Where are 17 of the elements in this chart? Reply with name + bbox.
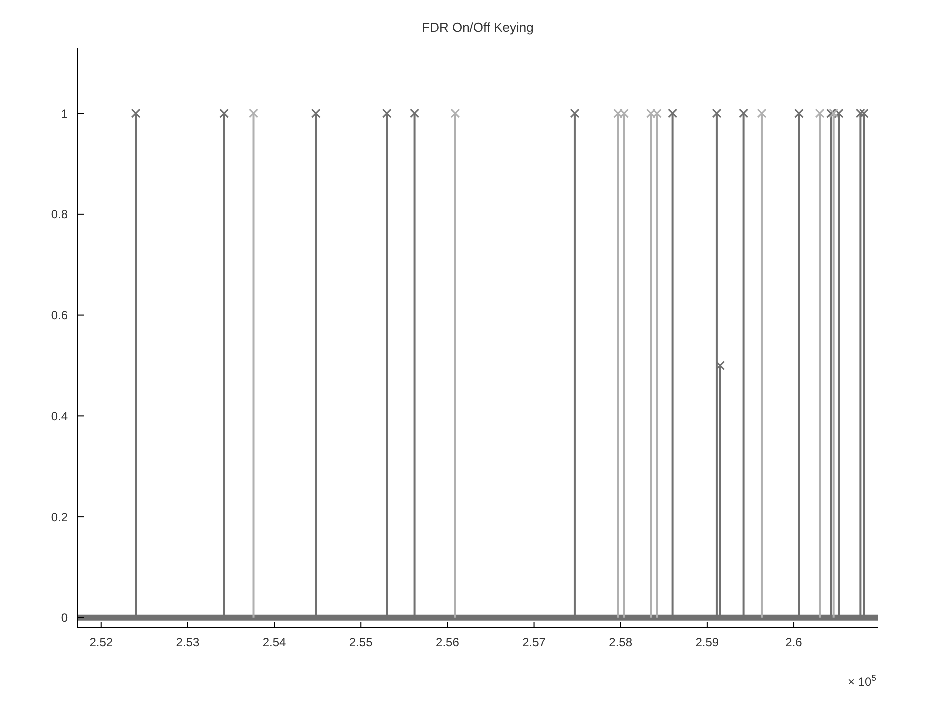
x-tick-label: 2.57 <box>522 636 546 650</box>
x-tick-label: 2.59 <box>696 636 720 650</box>
x-tick-label: 2.54 <box>262 636 287 650</box>
x-tick-label: 2.58 <box>609 636 633 650</box>
y-tick-label: 0.2 <box>51 510 68 524</box>
y-tick-label: 1 <box>61 106 68 121</box>
y-tick-label: 0.4 <box>51 409 68 424</box>
x-tick-label: 2.6 <box>786 636 803 650</box>
text: × 10$^{5}$ <box>848 673 877 689</box>
y-tick-label: 0 <box>61 611 68 626</box>
y-tick-label: 0.8 <box>51 208 68 222</box>
x-tick-label: 2.56 <box>436 636 460 650</box>
chart-title: FDR On/Off Keying <box>422 20 534 35</box>
y-tick-label: 0.6 <box>51 308 68 323</box>
x-tick-label: 2.52 <box>90 636 114 650</box>
x-tick-label: 2.53 <box>176 636 200 650</box>
x-tick-label: 2.55 <box>349 636 374 650</box>
